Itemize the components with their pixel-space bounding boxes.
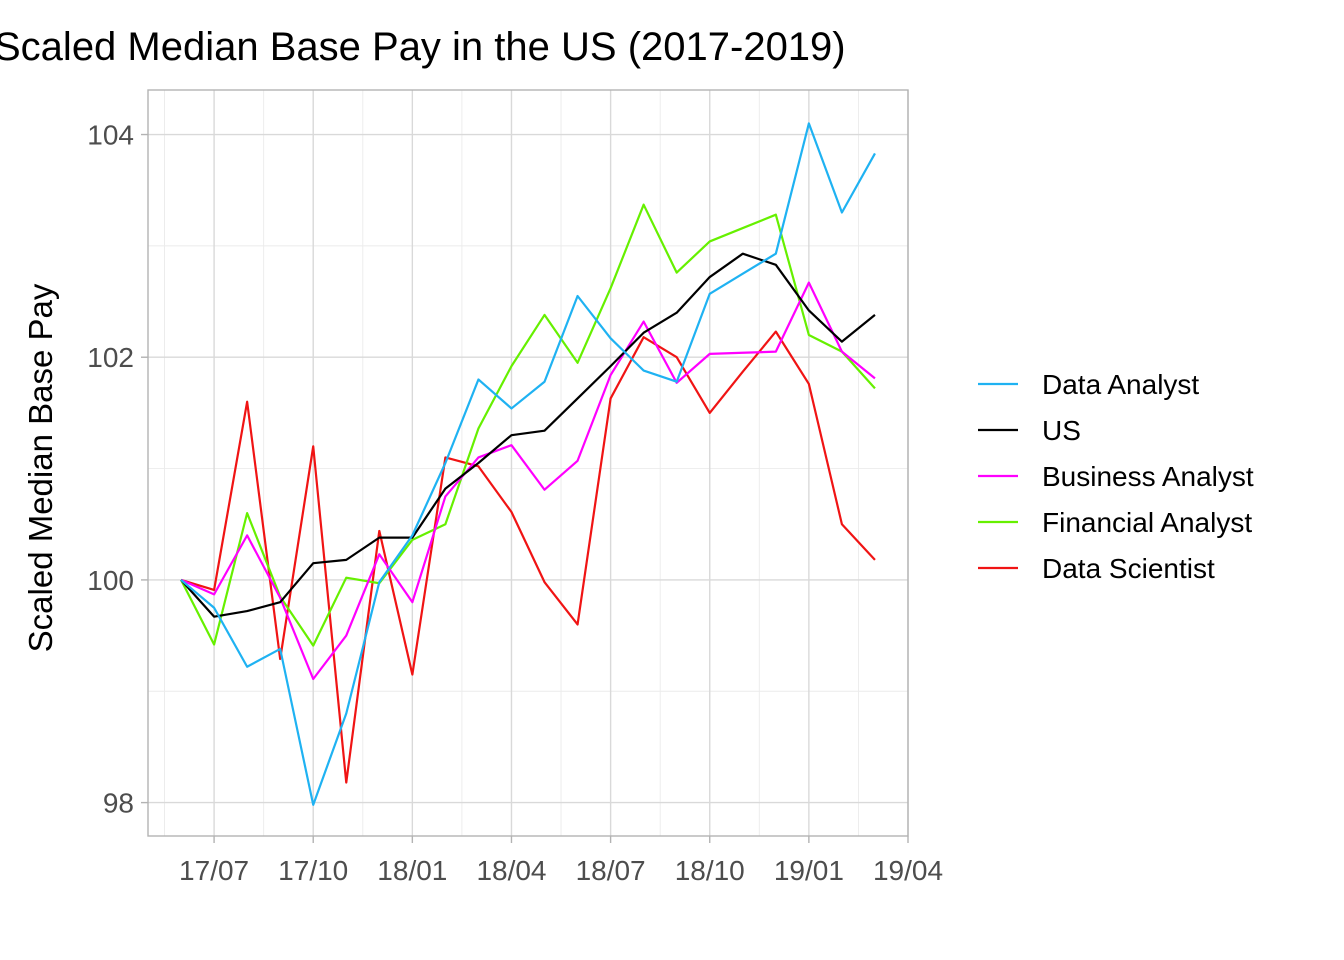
series-line-data-scientist [180, 330, 876, 784]
x-tick-label: 19/04 [873, 855, 943, 886]
series-line-business-analyst [180, 281, 876, 681]
x-tick-label: 18/01 [377, 855, 447, 886]
y-tick-label: 104 [87, 120, 134, 151]
x-tick-label: 18/10 [675, 855, 745, 886]
chart-title: Scaled Median Base Pay in the US (2017-2… [0, 25, 846, 69]
series-line-data-analyst [180, 122, 876, 806]
grid [148, 90, 909, 836]
series-line-us [180, 252, 876, 618]
series-line-financial-analyst [180, 203, 876, 647]
y-tick-label: 98 [103, 788, 134, 819]
plot-panel-border [147, 89, 909, 837]
x-tick-label: 18/07 [576, 855, 646, 886]
legend-label: Data Scientist [1042, 553, 1215, 584]
legend: Data Analyst US Business Analyst Financial … [978, 369, 1254, 584]
x-tick-label: 17/10 [278, 855, 348, 886]
x-tick-label: 17/07 [179, 855, 249, 886]
y-tick-label: 100 [87, 565, 134, 596]
legend-label: Data Analyst [1042, 369, 1199, 400]
x-tick-label: 19/01 [774, 855, 844, 886]
y-axis-label: Scaled Median Base Pay [22, 283, 59, 652]
legend-label: Financial Analyst [1042, 507, 1252, 538]
axes: 17/07 17/10 18/01 18/04 18/07 18/10 19/01 19/04… [87, 120, 943, 886]
series-lines [180, 122, 876, 806]
legend-label: US [1042, 415, 1081, 446]
legend-label: Business Analyst [1042, 461, 1254, 492]
y-tick-label: 102 [87, 342, 134, 373]
x-tick-label: 18/04 [476, 855, 546, 886]
